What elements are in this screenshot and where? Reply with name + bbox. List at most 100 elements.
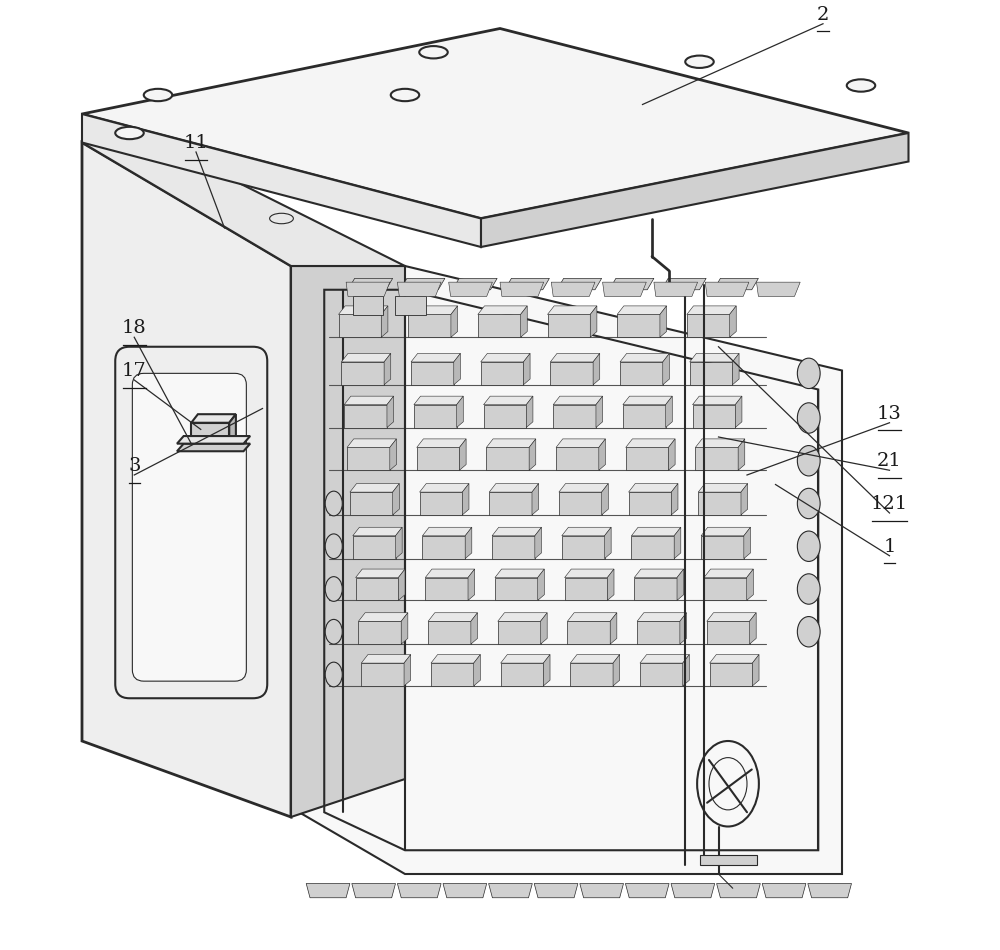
Polygon shape (660, 306, 667, 337)
Polygon shape (565, 578, 607, 600)
Polygon shape (523, 353, 530, 385)
Polygon shape (401, 613, 408, 644)
Polygon shape (730, 306, 736, 337)
Polygon shape (501, 655, 550, 663)
Polygon shape (590, 306, 597, 337)
Polygon shape (431, 655, 480, 663)
Polygon shape (400, 278, 445, 290)
Text: 121: 121 (871, 495, 908, 513)
Polygon shape (191, 423, 229, 446)
Polygon shape (548, 306, 597, 314)
Polygon shape (462, 484, 469, 515)
Polygon shape (623, 396, 672, 405)
Polygon shape (662, 278, 706, 290)
Polygon shape (404, 655, 411, 686)
Polygon shape (750, 613, 756, 644)
Polygon shape (352, 884, 395, 898)
Polygon shape (338, 314, 381, 337)
Polygon shape (553, 405, 596, 428)
Polygon shape (471, 613, 478, 644)
Polygon shape (346, 282, 390, 296)
Polygon shape (534, 884, 578, 898)
Polygon shape (420, 484, 469, 492)
Polygon shape (452, 278, 497, 290)
Polygon shape (714, 278, 758, 290)
Polygon shape (465, 527, 472, 559)
Polygon shape (567, 613, 617, 621)
Text: 18: 18 (122, 319, 147, 337)
Ellipse shape (325, 577, 342, 601)
Polygon shape (551, 282, 595, 296)
Polygon shape (744, 527, 750, 559)
Polygon shape (484, 396, 533, 405)
Polygon shape (631, 536, 674, 559)
Polygon shape (341, 362, 384, 385)
Polygon shape (422, 527, 472, 536)
Polygon shape (541, 613, 547, 644)
Polygon shape (626, 447, 668, 470)
Polygon shape (398, 569, 405, 600)
Polygon shape (625, 884, 669, 898)
Polygon shape (481, 353, 530, 362)
Polygon shape (500, 282, 544, 296)
Polygon shape (617, 314, 660, 337)
Polygon shape (408, 314, 451, 337)
Polygon shape (674, 527, 681, 559)
Polygon shape (397, 282, 441, 296)
Polygon shape (417, 439, 466, 447)
Polygon shape (356, 569, 405, 578)
Polygon shape (707, 613, 756, 621)
Polygon shape (671, 884, 715, 898)
Polygon shape (454, 353, 460, 385)
Polygon shape (498, 621, 541, 644)
Polygon shape (623, 405, 666, 428)
Ellipse shape (144, 89, 172, 102)
Polygon shape (626, 439, 675, 447)
Ellipse shape (391, 89, 419, 102)
Ellipse shape (797, 446, 820, 476)
Polygon shape (489, 492, 532, 515)
Ellipse shape (325, 534, 342, 559)
Polygon shape (680, 613, 687, 644)
Polygon shape (593, 353, 600, 385)
Polygon shape (177, 444, 250, 451)
Polygon shape (553, 396, 603, 405)
Polygon shape (559, 484, 608, 492)
Polygon shape (425, 569, 475, 578)
Polygon shape (397, 884, 441, 898)
Ellipse shape (797, 403, 820, 433)
Polygon shape (613, 655, 620, 686)
Polygon shape (395, 296, 426, 315)
Polygon shape (701, 536, 744, 559)
Polygon shape (478, 314, 521, 337)
Polygon shape (631, 527, 681, 536)
Polygon shape (344, 396, 394, 405)
Ellipse shape (847, 80, 875, 92)
Polygon shape (695, 439, 745, 447)
Ellipse shape (797, 617, 820, 647)
Polygon shape (559, 492, 602, 515)
Polygon shape (486, 439, 536, 447)
Polygon shape (425, 578, 468, 600)
Ellipse shape (270, 214, 293, 224)
Polygon shape (704, 569, 753, 578)
Ellipse shape (797, 488, 820, 519)
Polygon shape (557, 278, 602, 290)
Polygon shape (353, 536, 396, 559)
Polygon shape (459, 439, 466, 470)
Ellipse shape (797, 531, 820, 561)
Ellipse shape (797, 574, 820, 604)
Polygon shape (481, 133, 908, 247)
Polygon shape (663, 353, 669, 385)
Polygon shape (543, 655, 550, 686)
Polygon shape (361, 655, 411, 663)
Polygon shape (634, 569, 684, 578)
Polygon shape (693, 396, 742, 405)
Polygon shape (481, 362, 523, 385)
Polygon shape (738, 439, 745, 470)
Polygon shape (690, 362, 732, 385)
Polygon shape (457, 396, 463, 428)
Polygon shape (431, 663, 474, 686)
Polygon shape (344, 405, 387, 428)
Polygon shape (741, 484, 748, 515)
